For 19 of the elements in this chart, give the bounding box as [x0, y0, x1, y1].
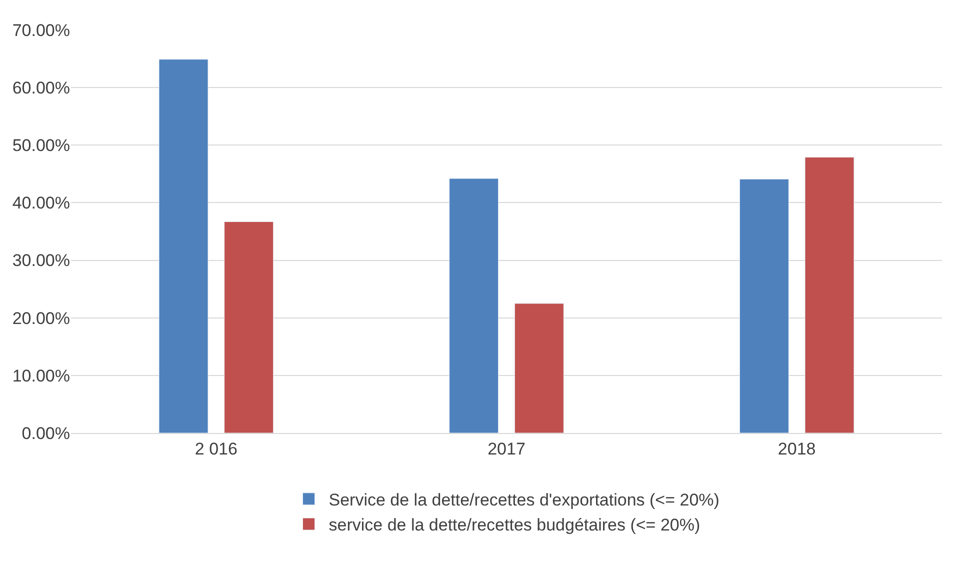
y-tick-label: 30.00%	[12, 251, 70, 270]
bar	[449, 178, 499, 433]
bar	[514, 303, 564, 433]
bar	[804, 156, 854, 433]
bar	[739, 178, 789, 433]
y-tick-label: 40.00%	[12, 194, 70, 213]
x-tick-label: 2017	[488, 439, 526, 458]
y-tick-label: 70.00%	[12, 20, 70, 40]
legend-label: Service de la dette/recettes d'exportations (<= 20%)	[328, 490, 720, 510]
y-tick-label: 20.00%	[12, 308, 70, 328]
bar	[224, 221, 274, 433]
y-tick-label: 60.00%	[12, 78, 70, 98]
bar	[158, 59, 208, 433]
x-tick-label: 2018	[778, 439, 816, 458]
legend-label: service de la dette/recettes budgétaires (<= 20%)	[328, 516, 700, 535]
y-tick-label: 0.00%	[22, 424, 70, 443]
x-tick-label: 2 016	[194, 439, 238, 458]
y-tick-label: 50.00%	[12, 136, 70, 156]
y-tick-label: 10.00%	[12, 366, 70, 386]
